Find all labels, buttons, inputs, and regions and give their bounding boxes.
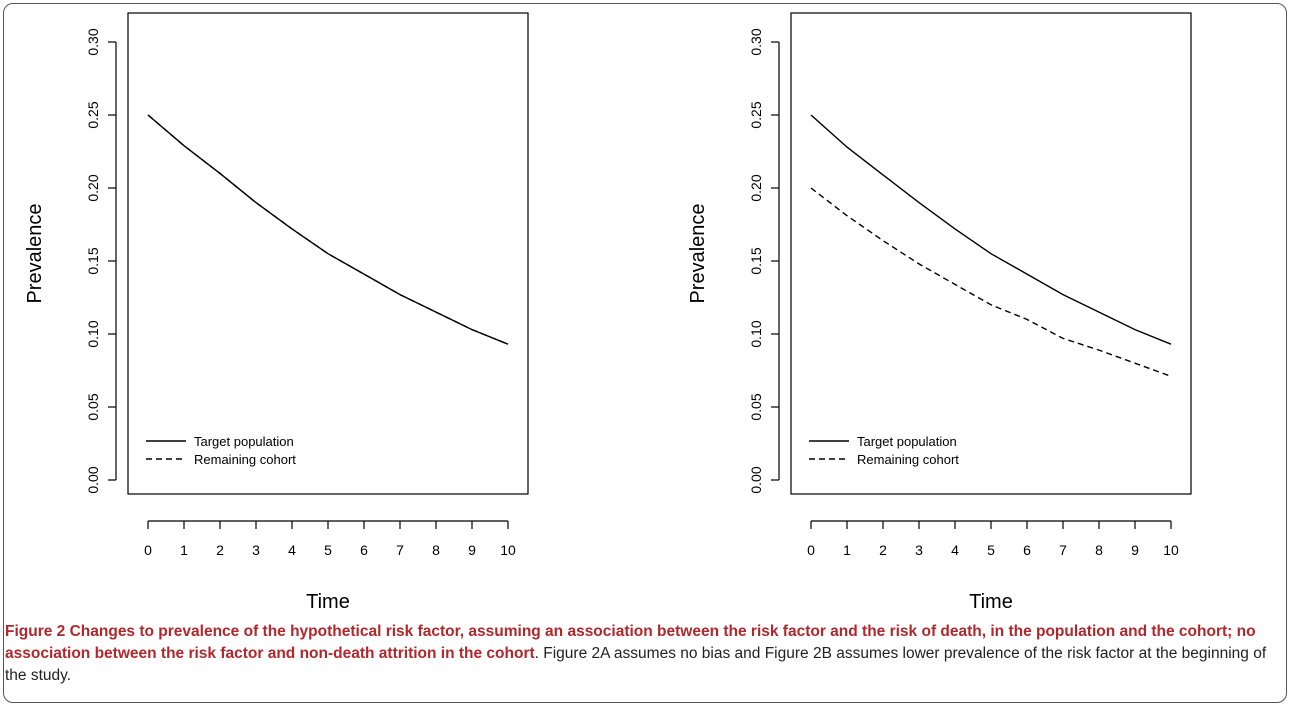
caption-body: . Figure 2A assumes no bias and Figure 2… [5,645,1267,684]
y-tick-label: 0.00 [748,466,764,493]
x-tick-label: 7 [1059,542,1067,558]
x-tick-label: 1 [180,542,188,558]
x-tick-label: 3 [915,542,923,558]
x-tick-label: 10 [1163,542,1179,558]
y-tick-label: 0.10 [748,320,764,347]
x-tick-label: 8 [432,542,440,558]
x-tick-label: 5 [987,542,995,558]
y-tick-label: 0.25 [748,101,764,128]
series-line-remaining-cohort [810,187,1172,377]
y-tick-label: 0.30 [748,28,764,55]
caption-title: Figure 2 Changes to prevalence of the hy… [5,623,1256,662]
x-tick-label: 10 [500,542,516,558]
series-line-remaining-cohort [147,114,509,345]
x-tick-label: 0 [807,542,815,558]
plot-box [790,12,1192,495]
chart-panel-a: 0.00 0.05 0.10 0.15 0.20 0.25 0.30 0 1 2 3 4 5 6 7 8 9 10… [24,12,529,613]
figure-panels: 0.000.050.100.150.200.250.300 1 2 3 4 5 6 7 8 9 10… [24,12,1192,613]
y-tick-label: 0.30 [85,28,101,55]
x-tick-label: 9 [1131,542,1139,558]
y-tick-label: 0.05 [85,393,101,420]
x-tick-label: 1 [843,542,851,558]
legend-label: Remaining cohort [857,452,959,467]
x-tick-label: 7 [396,542,404,558]
x-tick-label: 3 [252,542,260,558]
legend-label: Remaining cohort [194,452,296,467]
series-line-target-population [147,114,509,345]
x-tick-label: 9 [468,542,476,558]
x-tick-label: 4 [288,542,296,558]
chart-panel-b: 0.00 0.05 0.10 0.15 0.20 0.25 0.30 0 1 2 3 4 5 6 7 8 9 10… [687,12,1192,613]
x-tick-label: 6 [360,542,368,558]
y-tick-label: 0.15 [85,247,101,274]
x-tick-label: 2 [216,542,224,558]
x-axis-label: Time [969,591,1013,613]
plot-box [127,12,529,495]
x-tick-label: 0 [144,542,152,558]
y-tick-label: 0.20 [748,174,764,201]
y-tick-label: 0.25 [85,101,101,128]
y-axis-label: Prevalence [24,203,46,303]
y-tick-label: 0.05 [748,393,764,420]
x-tick-label: 5 [324,542,332,558]
x-tick-label: 8 [1095,542,1103,558]
y-tick-label: 0.10 [85,320,101,347]
y-tick-label: 0.20 [85,174,101,201]
y-axis-label: Prevalence [687,203,709,303]
y-tick-label: 0.15 [748,247,764,274]
figure-caption: Figure 2 Changes to prevalence of the hy… [5,621,1275,687]
x-axis-label: Time [306,591,350,613]
y-tick-label: 0.00 [85,466,101,493]
x-tick-label: 4 [951,542,959,558]
legend-label: Target population [857,434,957,449]
figure-frame [3,3,1287,703]
legend-label: Target population [194,434,294,449]
x-tick-label: 6 [1023,542,1031,558]
x-tick-label: 2 [879,542,887,558]
series-line-target-population [810,114,1172,345]
